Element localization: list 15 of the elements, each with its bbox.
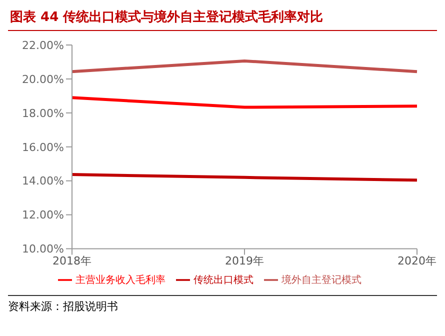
y-tick-label: 10.00% [22, 242, 64, 256]
y-tick-label: 14.00% [22, 174, 64, 188]
y-tick-label: 20.00% [22, 72, 64, 86]
y-tick-label: 18.00% [22, 106, 64, 120]
legend-label: 传统出口模式 [194, 274, 254, 286]
x-tick-label: 2020年 [398, 254, 436, 268]
x-tick-label: 2018年 [52, 254, 92, 268]
x-tick-label: 2019年 [225, 254, 264, 268]
text: 资料来源：招股说明书 [8, 299, 119, 314]
y-tick-label: 12.00% [22, 208, 64, 222]
chart-title: 图表 44 传统出口模式与境外自主登记模式毛利率对比 [8, 8, 437, 31]
legend-label: 境外自主登记模式 [282, 274, 362, 286]
y-tick-label: 22.00% [22, 38, 64, 52]
y-tick-label: 16.00% [22, 140, 64, 154]
legend-label: 主营业务收入毛利率 [76, 274, 166, 286]
